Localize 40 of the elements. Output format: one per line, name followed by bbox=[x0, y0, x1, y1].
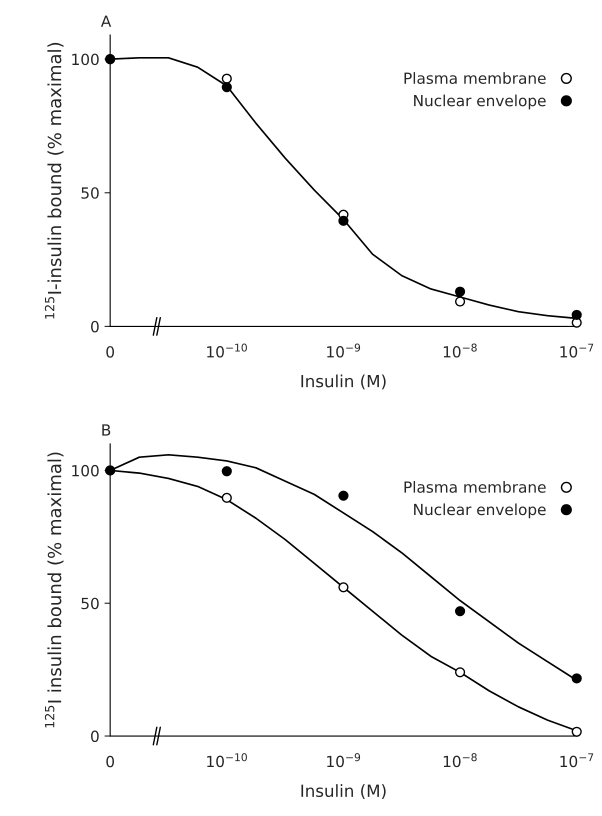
point bbox=[454, 286, 466, 297]
point bbox=[454, 667, 466, 678]
chart-title: A bbox=[100, 16, 112, 27]
y-axis-title: $^{125}$I-insulin bound (% maximal) bbox=[44, 42, 64, 319]
point bbox=[454, 296, 466, 307]
point bbox=[572, 310, 582, 320]
x-tick-label: 0 bbox=[106, 346, 114, 358]
y-tick-label: 100 bbox=[72, 464, 99, 476]
x-tick-label: 10$^{−7}$ bbox=[560, 753, 594, 768]
x-tick-label: 10$^{−8}$ bbox=[444, 344, 477, 358]
x-tick-label: 10$^{−10}$ bbox=[207, 753, 247, 768]
legend-label: Nuclear envelope bbox=[414, 503, 546, 518]
y-tick-label: 100 bbox=[72, 54, 99, 66]
point bbox=[572, 673, 582, 684]
x-axis-title: Insulin (M) bbox=[301, 784, 386, 800]
chart-title: B bbox=[102, 424, 110, 436]
x-tick-label: 10$^{−8}$ bbox=[444, 753, 477, 768]
y-tick-label: 50 bbox=[81, 598, 99, 610]
x-tick-label: 10$^{−10}$ bbox=[207, 344, 247, 358]
point bbox=[338, 582, 349, 592]
point bbox=[222, 492, 232, 503]
legend-label: Plasma membrane bbox=[404, 72, 546, 84]
x-tick-label: 10$^{−9}$ bbox=[327, 753, 360, 768]
y-tick-label: 0 bbox=[91, 730, 99, 742]
legend-label: Plasma membrane bbox=[404, 481, 546, 493]
point bbox=[454, 606, 466, 616]
y-tick-label: 0 bbox=[91, 320, 99, 332]
x-tick-label: 0 bbox=[106, 756, 114, 768]
point bbox=[222, 82, 232, 92]
point bbox=[338, 490, 349, 501]
x-tick-label: 10$^{−7}$ bbox=[560, 344, 594, 358]
point bbox=[572, 726, 582, 737]
x-tick-label: 10$^{−9}$ bbox=[327, 344, 360, 358]
x-axis-title: Insulin (M) bbox=[301, 374, 386, 390]
y-tick-label: 50 bbox=[81, 187, 99, 199]
y-axis-title: $^{125}$I insulin bound (% maximal) bbox=[44, 452, 64, 728]
point bbox=[222, 466, 232, 476]
point bbox=[222, 74, 232, 84]
legend-label: Nuclear envelope bbox=[414, 94, 546, 110]
point bbox=[338, 216, 349, 226]
